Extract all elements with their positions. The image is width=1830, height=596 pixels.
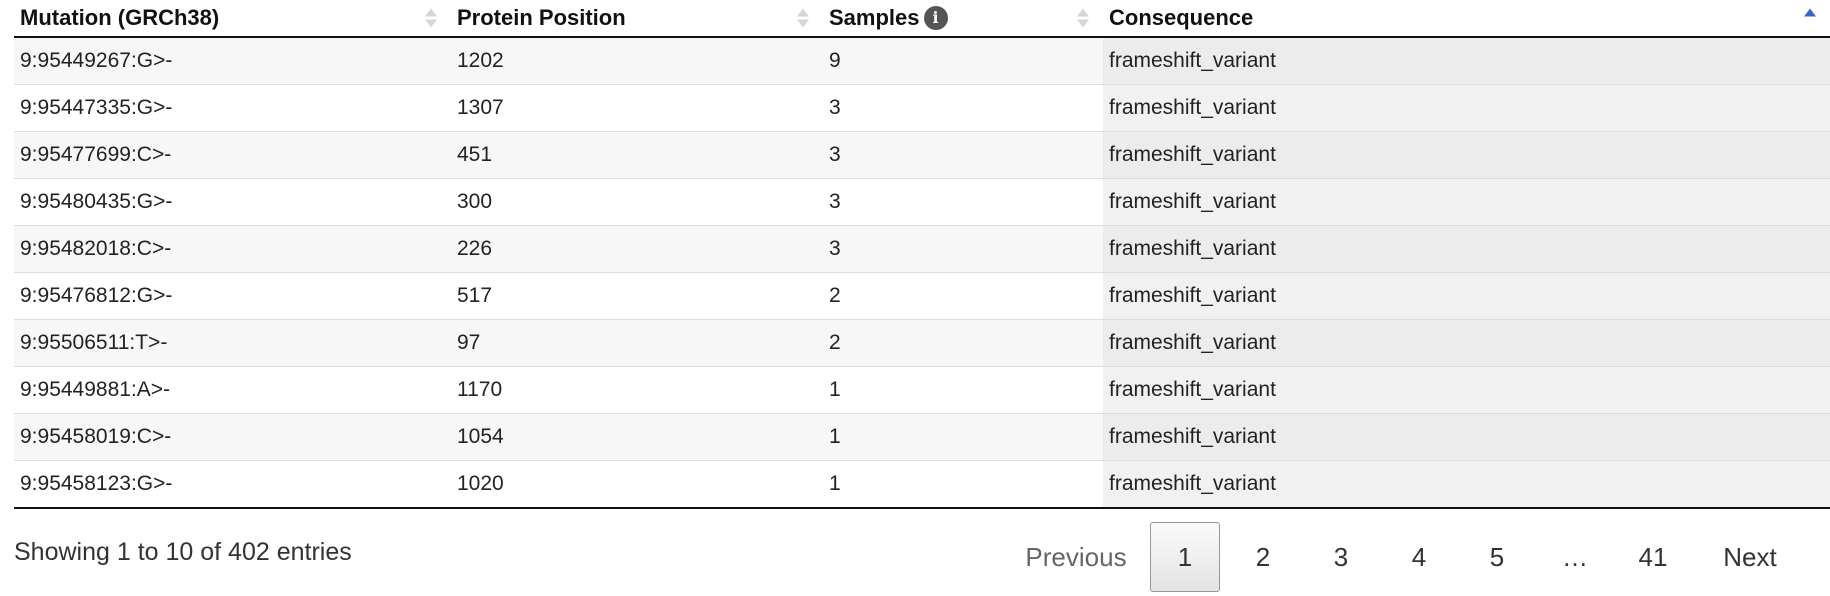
mutation-cell: 9:95477699:C>-: [14, 131, 451, 179]
protein-position-cell: 97: [451, 319, 823, 367]
protein-position-cell: 1020: [451, 460, 823, 509]
column-header-consequence[interactable]: Consequence: [1103, 0, 1830, 38]
mutation-cell: 9:95458123:G>-: [14, 460, 451, 509]
consequence-cell: frameshift_variant: [1103, 84, 1830, 132]
column-header-protein-position[interactable]: Protein Position: [451, 0, 823, 38]
samples-cell: 1: [823, 413, 1103, 461]
page-button-5[interactable]: 5: [1489, 541, 1505, 572]
mutations-table-container: Mutation (GRCh38) Protein Position Sampl…: [14, 0, 1830, 509]
mutation-cell: 9:95449267:G>-: [14, 37, 451, 85]
table-row: 9:95476812:G>- 517 2 frameshift_variant: [14, 272, 1830, 320]
sort-icon: [425, 8, 437, 28]
protein-position-cell: 1202: [451, 37, 823, 85]
samples-cell: 3: [823, 225, 1103, 273]
page-button-last[interactable]: 41: [1638, 541, 1668, 572]
column-header-label: Consequence: [1109, 5, 1254, 30]
mutations-table: Mutation (GRCh38) Protein Position Sampl…: [14, 0, 1830, 509]
table-row: 9:95447335:G>- 1307 3 frameshift_variant: [14, 84, 1830, 132]
table-row: 9:95449267:G>- 1202 9 frameshift_variant: [14, 37, 1830, 85]
protein-position-cell: 517: [451, 272, 823, 320]
samples-cell: 3: [823, 131, 1103, 179]
page-button-2[interactable]: 2: [1255, 541, 1271, 572]
protein-position-cell: 1170: [451, 366, 823, 414]
consequence-cell: frameshift_variant: [1103, 131, 1830, 179]
protein-position-cell: 226: [451, 225, 823, 273]
protein-position-cell: 451: [451, 131, 823, 179]
column-header-label: Samples: [829, 5, 920, 30]
page-button-4[interactable]: 4: [1411, 541, 1427, 572]
consequence-cell: frameshift_variant: [1103, 225, 1830, 273]
mutation-cell: 9:95506511:T>-: [14, 319, 451, 367]
consequence-cell: frameshift_variant: [1103, 178, 1830, 226]
page-button-3[interactable]: 3: [1333, 541, 1349, 572]
mutation-cell: 9:95480435:G>-: [14, 178, 451, 226]
mutation-cell: 9:95447335:G>-: [14, 84, 451, 132]
column-header-label: Mutation (GRCh38): [20, 5, 220, 30]
mutation-cell: 9:95458019:C>-: [14, 413, 451, 461]
consequence-cell: frameshift_variant: [1103, 460, 1830, 509]
consequence-cell: frameshift_variant: [1103, 413, 1830, 461]
table-row: 9:95506511:T>- 97 2 frameshift_variant: [14, 319, 1830, 367]
pagination: Previous 1 2 3 4 5 … 41 Next: [1006, 521, 1808, 593]
table-body: 9:95449267:G>- 1202 9 frameshift_variant 9:9…: [14, 37, 1830, 509]
samples-cell: 2: [823, 272, 1103, 320]
samples-cell: 3: [823, 84, 1103, 132]
table-row: 9:95458123:G>- 1020 1 frameshift_variant: [14, 460, 1830, 509]
column-header-samples[interactable]: Samples i: [823, 0, 1103, 38]
consequence-cell: frameshift_variant: [1103, 319, 1830, 367]
table-row: 9:95482018:C>- 226 3 frameshift_variant: [14, 225, 1830, 273]
table-row: 9:95449881:A>- 1170 1 frameshift_variant: [14, 366, 1830, 414]
sort-icon: [797, 8, 809, 28]
column-header-mutation[interactable]: Mutation (GRCh38): [14, 0, 451, 38]
samples-cell: 2: [823, 319, 1103, 367]
mutation-cell: 9:95449881:A>-: [14, 366, 451, 414]
samples-cell: 1: [823, 366, 1103, 414]
samples-cell: 3: [823, 178, 1103, 226]
previous-button[interactable]: Previous: [1025, 541, 1127, 572]
sort-icon: [1077, 8, 1089, 28]
sort-ascending-icon: [1804, 8, 1816, 28]
protein-position-cell: 1307: [451, 84, 823, 132]
info-icon[interactable]: i: [923, 5, 948, 30]
protein-position-cell: 300: [451, 178, 823, 226]
consequence-cell: frameshift_variant: [1103, 366, 1830, 414]
entries-info: Showing 1 to 10 of 402 entries: [14, 538, 352, 566]
protein-position-cell: 1054: [451, 413, 823, 461]
pagination-ellipsis: …: [1562, 541, 1588, 572]
next-button[interactable]: Next: [1723, 541, 1777, 572]
table-row: 9:95480435:G>- 300 3 frameshift_variant: [14, 178, 1830, 226]
consequence-cell: frameshift_variant: [1103, 37, 1830, 85]
page-button-1[interactable]: 1: [1150, 522, 1220, 592]
consequence-cell: frameshift_variant: [1103, 272, 1830, 320]
mutation-cell: 9:95482018:C>-: [14, 225, 451, 273]
mutation-cell: 9:95476812:G>-: [14, 272, 451, 320]
samples-cell: 9: [823, 37, 1103, 85]
table-row: 9:95477699:C>- 451 3 frameshift_variant: [14, 131, 1830, 179]
column-header-label: Protein Position: [457, 5, 626, 30]
samples-cell: 1: [823, 460, 1103, 509]
table-row: 9:95458019:C>- 1054 1 frameshift_variant: [14, 413, 1830, 461]
table-header-row: Mutation (GRCh38) Protein Position Sampl…: [14, 0, 1830, 38]
